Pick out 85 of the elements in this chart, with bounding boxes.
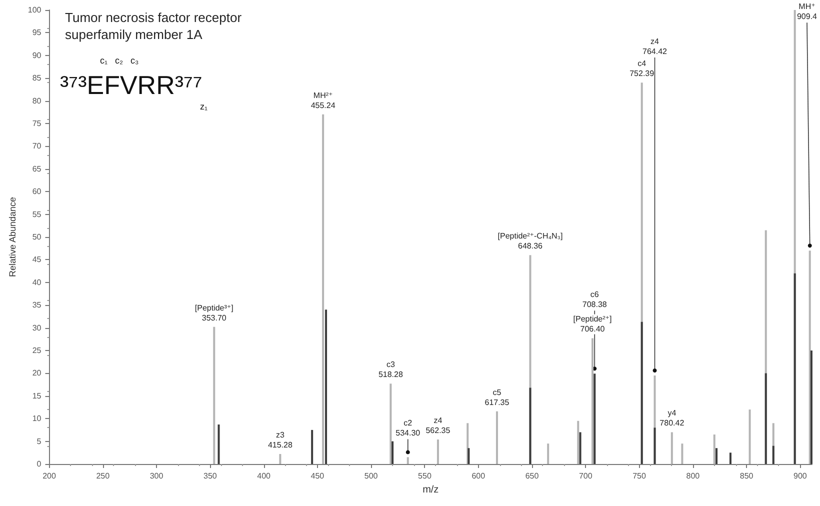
bar <box>729 452 732 464</box>
y-tick-label: 20 <box>32 368 42 378</box>
bar <box>436 439 439 464</box>
x-tick-label: 850 <box>740 472 754 480</box>
x-tick-label: 400 <box>257 472 272 480</box>
y-tick-label: 30 <box>32 323 42 332</box>
annotation: [Peptide³⁺] 353.70 <box>194 303 234 322</box>
x-tick-label: 600 <box>472 472 486 480</box>
bar <box>748 410 751 464</box>
x-axis-title: m/z <box>422 484 439 496</box>
y-tick-label: 95 <box>32 28 42 38</box>
y-tick-label: 60 <box>32 187 42 196</box>
bar <box>496 411 498 464</box>
bar <box>325 310 328 464</box>
annotation: c₁ c₂ c₃ <box>100 56 140 66</box>
bar <box>406 457 409 464</box>
annotation: z4 562.35 <box>426 416 451 435</box>
annotation: z₁ <box>200 102 208 112</box>
y-tick-label: 0 <box>36 460 42 468</box>
bar <box>547 444 550 464</box>
annotation: ³⁷³EFVRR³⁷⁷ <box>60 70 202 100</box>
x-tick-label: 550 <box>418 472 432 480</box>
bar <box>279 454 282 464</box>
bar <box>577 420 580 464</box>
bar <box>311 430 314 464</box>
bar <box>594 374 596 464</box>
x-tick-label: 200 <box>42 472 56 480</box>
bar <box>392 441 394 464</box>
bar <box>810 350 812 464</box>
annotation: MH⁺ 909.4 <box>796 2 818 22</box>
bar <box>468 448 470 464</box>
bar <box>218 424 220 464</box>
y-tick-label: 40 <box>32 278 42 287</box>
y-tick-label: 45 <box>32 255 42 264</box>
y-tick-label: 35 <box>32 300 42 310</box>
x-tick-label: 700 <box>578 472 593 480</box>
x-tick-label: 750 <box>632 472 646 480</box>
text: Tumor necrosis factor receptor superfamily member 1A <box>65 10 246 42</box>
bar <box>322 114 324 464</box>
y-tick-label: 80 <box>32 96 42 106</box>
y-tick-label: 25 <box>32 346 42 355</box>
y-tick-label: 85 <box>32 74 42 83</box>
x-tick-label: 250 <box>96 472 110 480</box>
y-tick-label: 90 <box>32 50 42 60</box>
annotation: y4 780.42 <box>660 408 685 428</box>
y-tick-label: 75 <box>32 119 42 128</box>
bar <box>390 384 392 464</box>
x-tick-label: 900 <box>794 472 808 480</box>
bar <box>592 338 594 464</box>
y-axis-title: Relative Abundance <box>8 196 18 278</box>
x-tick-label: 450 <box>310 472 325 480</box>
bar <box>640 322 643 464</box>
y-tick-label: 55 <box>32 210 42 219</box>
annotation: c5 617.35 <box>484 388 510 407</box>
annotation: c4 752.39 <box>630 59 655 78</box>
annotation: MH²⁺ 455.24 <box>310 90 336 110</box>
y-tick-label: 100 <box>28 6 42 14</box>
bar <box>794 273 796 464</box>
y-tick-label: 70 <box>32 142 42 151</box>
bar <box>529 388 532 464</box>
annotation: c3 518.28 <box>378 360 404 380</box>
y-tick-label: 5 <box>36 436 42 446</box>
y-tick-label: 50 <box>32 232 42 242</box>
bar <box>713 434 716 464</box>
x-tick-label: 500 <box>364 472 378 480</box>
bar <box>772 446 774 464</box>
y-tick-label: 10 <box>32 414 42 424</box>
annotation: [Peptide²⁺-CH₄N₃] 648.36 <box>498 232 563 251</box>
annotation: [Peptide²⁺] 706.40 <box>573 314 612 334</box>
annotation: c2 534.30 <box>396 418 421 438</box>
bar <box>213 326 216 464</box>
bar <box>764 373 767 464</box>
y-tick-label: 65 <box>32 164 42 174</box>
bar <box>579 432 582 464</box>
annotation: z3 415.28 <box>268 430 293 450</box>
x-tick-label: 300 <box>150 472 164 480</box>
x-tick-label: 350 <box>203 472 218 480</box>
x-tick-label: 800 <box>686 472 700 480</box>
bar <box>654 428 656 464</box>
bar <box>681 444 684 464</box>
bar <box>670 432 673 464</box>
annotation: c6 708.38 <box>582 290 608 310</box>
bar <box>716 448 718 464</box>
y-tick-label: 15 <box>32 391 42 400</box>
x-tick-label: 650 <box>525 472 540 480</box>
